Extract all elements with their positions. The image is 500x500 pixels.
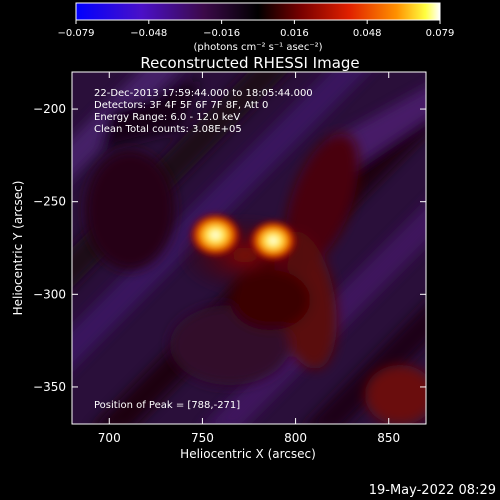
footer-timestamp: 19-May-2022 08:29 <box>369 483 496 498</box>
colorbar-tick-label: −0.079 <box>57 28 94 39</box>
colorbar-tick-label: 0.016 <box>280 28 309 39</box>
y-tick-label: −200 <box>33 102 66 116</box>
colorbar-units: (photons cm⁻² s⁻¹ asec⁻²) <box>193 42 322 53</box>
emission-source <box>247 218 299 263</box>
y-tick-label: −350 <box>33 380 66 394</box>
chart-title: Reconstructed RHESSI Image <box>140 54 359 72</box>
y-tick-label: −300 <box>33 287 66 301</box>
axis-ticks: 700 750 800 850 −200 −250 −300 −350 <box>33 72 426 445</box>
x-tick-label: 850 <box>377 431 400 445</box>
annotation-time: 22-Dec-2013 17:59:44.000 to 18:05:44.000 <box>94 88 313 99</box>
x-tick-label: 700 <box>98 431 121 445</box>
x-tick-label: 750 <box>191 431 214 445</box>
annotation-clean: Clean Total counts: 3.08E+05 <box>94 124 242 135</box>
annotation-block: 22-Dec-2013 17:59:44.000 to 18:05:44.000… <box>94 88 313 411</box>
heatmap-image <box>72 72 426 424</box>
colorbar-tick-label: −0.016 <box>203 28 240 39</box>
colorbar-tick-label: −0.048 <box>130 28 167 39</box>
annotation-peak-position: Position of Peak = [788,-271] <box>94 400 240 411</box>
annotation-detectors: Detectors: 3F 4F 5F 6F 7F 8F, Att 0 <box>94 100 268 111</box>
x-axis-label: Heliocentric X (arcsec) <box>180 447 316 461</box>
x-tick-label: 800 <box>284 431 307 445</box>
y-axis-label: Heliocentric Y (arcsec) <box>11 181 25 316</box>
colorbar-tick-label: 0.079 <box>426 28 455 39</box>
annotation-energy: Energy Range: 6.0 - 12.0 keV <box>94 112 240 123</box>
emission-source <box>188 211 243 259</box>
colorbar: −0.079 −0.048 −0.016 0.016 0.048 0.079 (photo… <box>57 2 455 53</box>
plot-frame <box>71 71 427 425</box>
colorbar-tick-label: 0.048 <box>353 28 382 39</box>
colorbar-gradient <box>75 2 441 21</box>
y-tick-label: −250 <box>33 195 66 209</box>
